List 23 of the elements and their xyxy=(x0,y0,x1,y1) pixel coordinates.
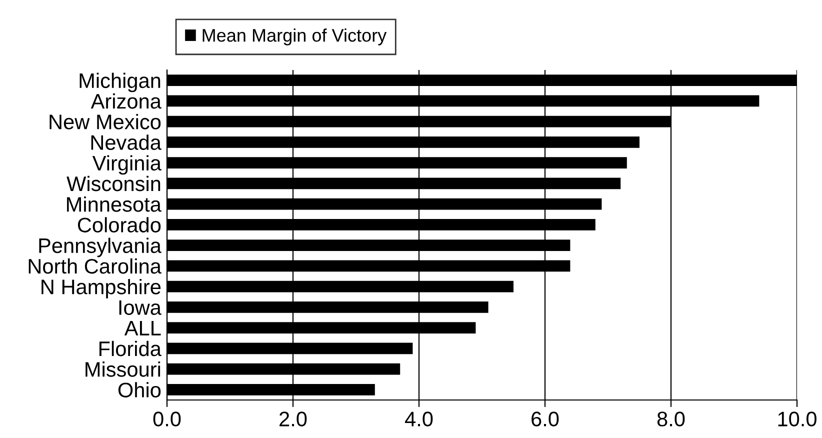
x-tick-label: 10.0 xyxy=(778,412,816,426)
y-tick-label: North Carolina xyxy=(28,258,162,274)
x-tick-label: 8.0 xyxy=(657,412,685,426)
y-tick-label: Minnesota xyxy=(67,196,162,212)
y-tick-label: Virginia xyxy=(92,155,162,175)
y-tick-label: Arizona xyxy=(90,93,162,109)
y-tick-label: ALL xyxy=(124,321,161,336)
y-tick-label: N Hampshire xyxy=(42,279,161,298)
y-tick-label: Nevada xyxy=(91,134,162,150)
y-tick-label: New Mexico xyxy=(50,114,161,130)
x-tick-label: 6.0 xyxy=(532,412,559,426)
y-tick-label: Florida xyxy=(99,340,162,356)
y-tick-label: Michigan xyxy=(80,72,160,92)
y-tick-label: Wisconsin xyxy=(66,176,160,192)
y-tick-label: Pennsylvania xyxy=(39,238,162,258)
legend-label: Mean Margin of Victory xyxy=(202,28,387,46)
y-tick-label: Colorado xyxy=(78,217,161,232)
x-tick-label: 4.0 xyxy=(405,412,433,426)
x-tick-label: 0.0 xyxy=(153,412,181,426)
y-tick-label: Missouri xyxy=(86,362,160,377)
y-tick-label: Ohio xyxy=(118,382,161,398)
x-tick-label: 2.0 xyxy=(280,412,307,426)
y-tick-label: Iowa xyxy=(119,300,162,315)
